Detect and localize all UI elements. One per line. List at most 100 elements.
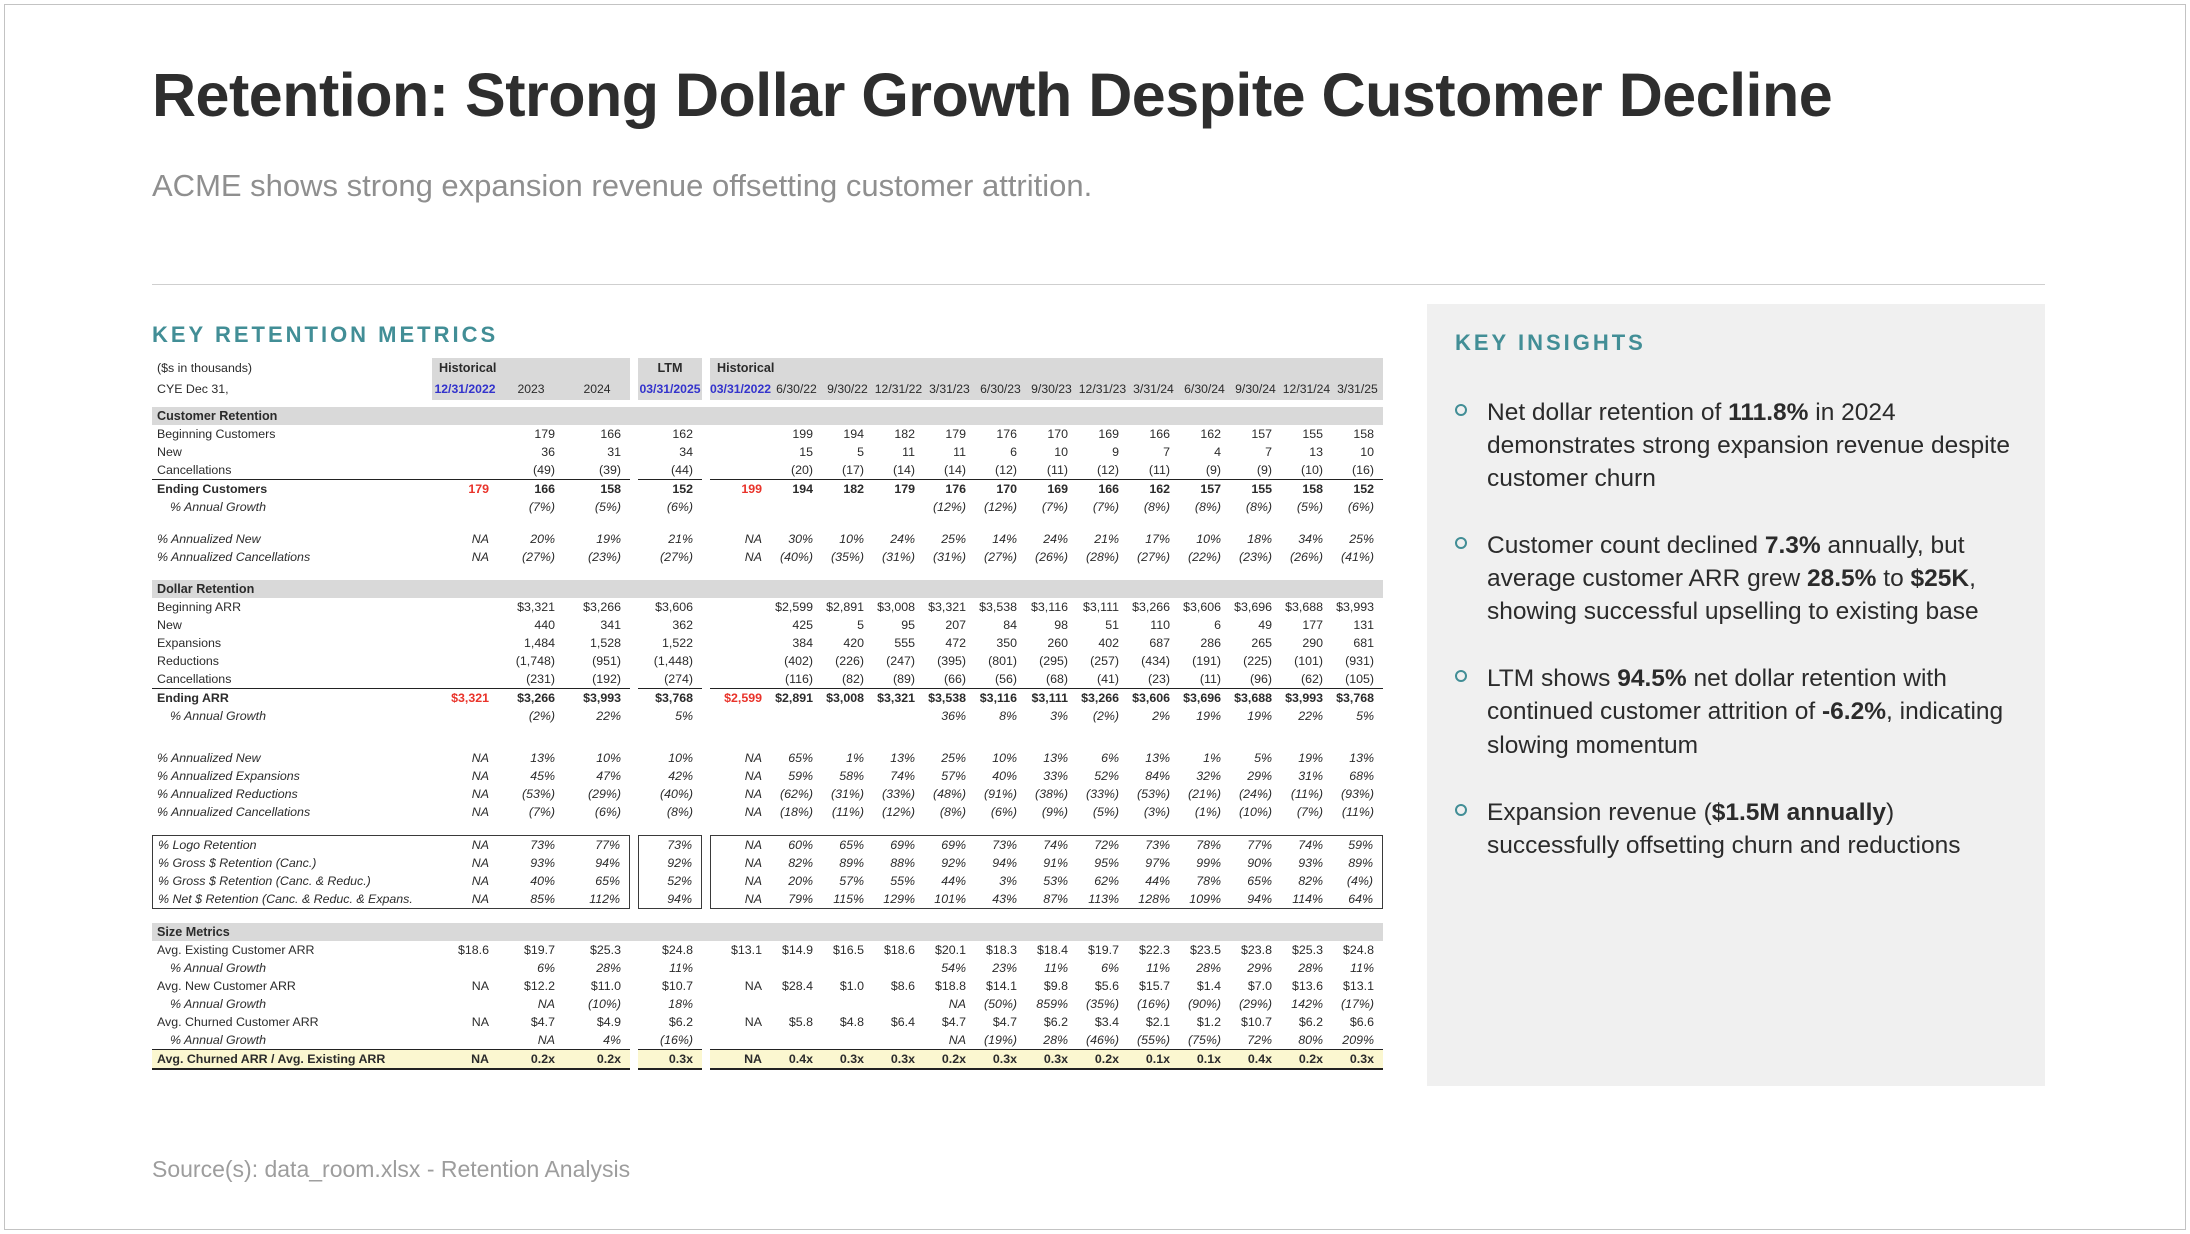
section-header-row: Size Metrics [152, 923, 1383, 941]
value-cell: $22.3 [1138, 943, 1170, 957]
value-cell: 97% [1145, 856, 1170, 870]
value-cell: 1% [846, 751, 864, 765]
column-header: 03/31/2022 [710, 379, 771, 400]
value-cell: 95% [1094, 856, 1119, 870]
value-cell: 69% [924, 835, 975, 854]
value-cell: $25.3 [589, 943, 621, 957]
value-cell [873, 995, 924, 1013]
value-cell: (17%) [1340, 997, 1374, 1011]
value-cell: 555 [894, 636, 915, 650]
value-cell: (27%) [659, 550, 693, 564]
column-header: 3/31/23 [924, 379, 975, 400]
value-cell: (4%) [1332, 872, 1383, 890]
row-label: % Gross $ Retention (Canc.) [152, 854, 432, 872]
value-cell: 155 [1230, 479, 1281, 498]
value-cell: (90%) [1187, 997, 1221, 1011]
value-cell [873, 959, 924, 977]
value-cell: $3,688 [1285, 600, 1323, 614]
value-cell: 0.3x [975, 1049, 1026, 1070]
column-header: 9/30/22 [822, 379, 873, 400]
value-cell: (1%) [1194, 805, 1221, 819]
value-cell: 113% [1077, 890, 1128, 909]
value-cell: NA [471, 532, 489, 546]
value-cell [710, 634, 771, 652]
value-cell: (56) [994, 672, 1017, 686]
value-cell: (101) [1294, 654, 1323, 668]
value-cell: (6%) [594, 805, 621, 819]
value-cell: (12%) [881, 805, 915, 819]
value-cell: 28% [596, 961, 621, 975]
column-header: 03/31/2025 [638, 379, 702, 400]
value-cell: NA [744, 751, 762, 765]
value-cell [432, 670, 498, 688]
value-cell: 17% [1145, 532, 1170, 546]
row-label: Beginning Customers [157, 427, 276, 441]
value-cell: 10% [839, 532, 864, 546]
value-cell: $4.7 [530, 1015, 555, 1029]
column-header: 12/31/24 [1281, 379, 1332, 400]
row-label: % Annualized Reductions [157, 787, 298, 801]
value-cell [771, 707, 822, 725]
group-quarterly: Historical [710, 358, 1383, 379]
row-label: Beginning ARR [157, 600, 242, 614]
value-cell: (231) [526, 672, 555, 686]
value-cell: $3,696 [1234, 600, 1272, 614]
value-cell: 87% [1026, 890, 1077, 909]
value-cell: 158 [1281, 479, 1332, 498]
spacer-row [152, 821, 1383, 835]
value-cell: 9 [1112, 445, 1119, 459]
value-cell: 166 [1149, 427, 1170, 441]
column-gap [630, 803, 638, 821]
row-label: Reductions [157, 654, 219, 668]
value-cell: 5 [857, 445, 864, 459]
table-row: % Annualized New NA 20% 19% 21% NA 30% 10% 24% 25… [152, 530, 1383, 548]
column-gap [702, 977, 710, 995]
column-gap [702, 498, 710, 516]
value-cell: 112% [564, 890, 630, 909]
table-row: % Annual Growth (2%) 22% 5% 36% 8% 3% (2%) 2% 19%… [152, 707, 1383, 725]
value-cell: 681 [1353, 636, 1374, 650]
insights-list: Net dollar retention of 111.8% in 2024 d… [1455, 396, 2021, 896]
value-cell: (24%) [1238, 787, 1272, 801]
value-cell [822, 498, 873, 516]
value-cell: 0.3x [1026, 1049, 1077, 1070]
value-cell: 11 [902, 445, 915, 459]
value-cell: 40% [530, 874, 555, 888]
value-cell: 92% [638, 854, 702, 872]
table-row: % Annualized Expansions NA 45% 47% 42% NA 59% 5… [152, 767, 1383, 785]
value-cell: 94% [638, 890, 702, 909]
row-label: Cancellations [157, 463, 232, 477]
value-cell: 68% [1349, 769, 1374, 783]
value-cell: 170 [1047, 427, 1068, 441]
value-cell: (247) [886, 654, 915, 668]
value-cell: $7.0 [1247, 979, 1272, 993]
value-cell: 21% [668, 532, 693, 546]
value-cell: 1,528 [589, 636, 621, 650]
value-cell: NA [471, 1015, 489, 1029]
value-cell: 0.4x [1230, 1049, 1281, 1070]
value-cell: 22% [596, 709, 621, 723]
column-header: 9/30/24 [1230, 379, 1281, 400]
value-cell: 110 [1150, 618, 1170, 632]
value-cell: 11% [1146, 961, 1170, 975]
value-cell: (75%) [1187, 1033, 1221, 1047]
value-cell: (29%) [1238, 997, 1272, 1011]
value-cell: NA [948, 1033, 966, 1047]
row-label: Avg. Churned ARR / Avg. Existing ARR [152, 1049, 432, 1070]
value-cell: 182 [894, 427, 915, 441]
value-cell: (82) [841, 672, 864, 686]
value-cell [710, 498, 771, 516]
value-cell: 73% [975, 835, 1026, 854]
value-cell [771, 1031, 822, 1049]
table-row: % Annual Growth 6% 28% 11% 54% 23% 11% 6% 11% 28%… [152, 959, 1383, 977]
value-cell: 182 [822, 479, 873, 498]
value-cell: (6%) [990, 805, 1017, 819]
value-cell: 0.1x [1128, 1049, 1179, 1070]
value-cell: NA [948, 997, 966, 1011]
value-cell: (9) [1205, 463, 1221, 477]
value-cell: 11% [1350, 961, 1374, 975]
value-cell: 115% [822, 890, 873, 909]
table-row: New 440 341 362 425 5 95 207 84 98 51 110 6 49 177 131 [152, 616, 1383, 634]
value-cell: NA [744, 769, 762, 783]
